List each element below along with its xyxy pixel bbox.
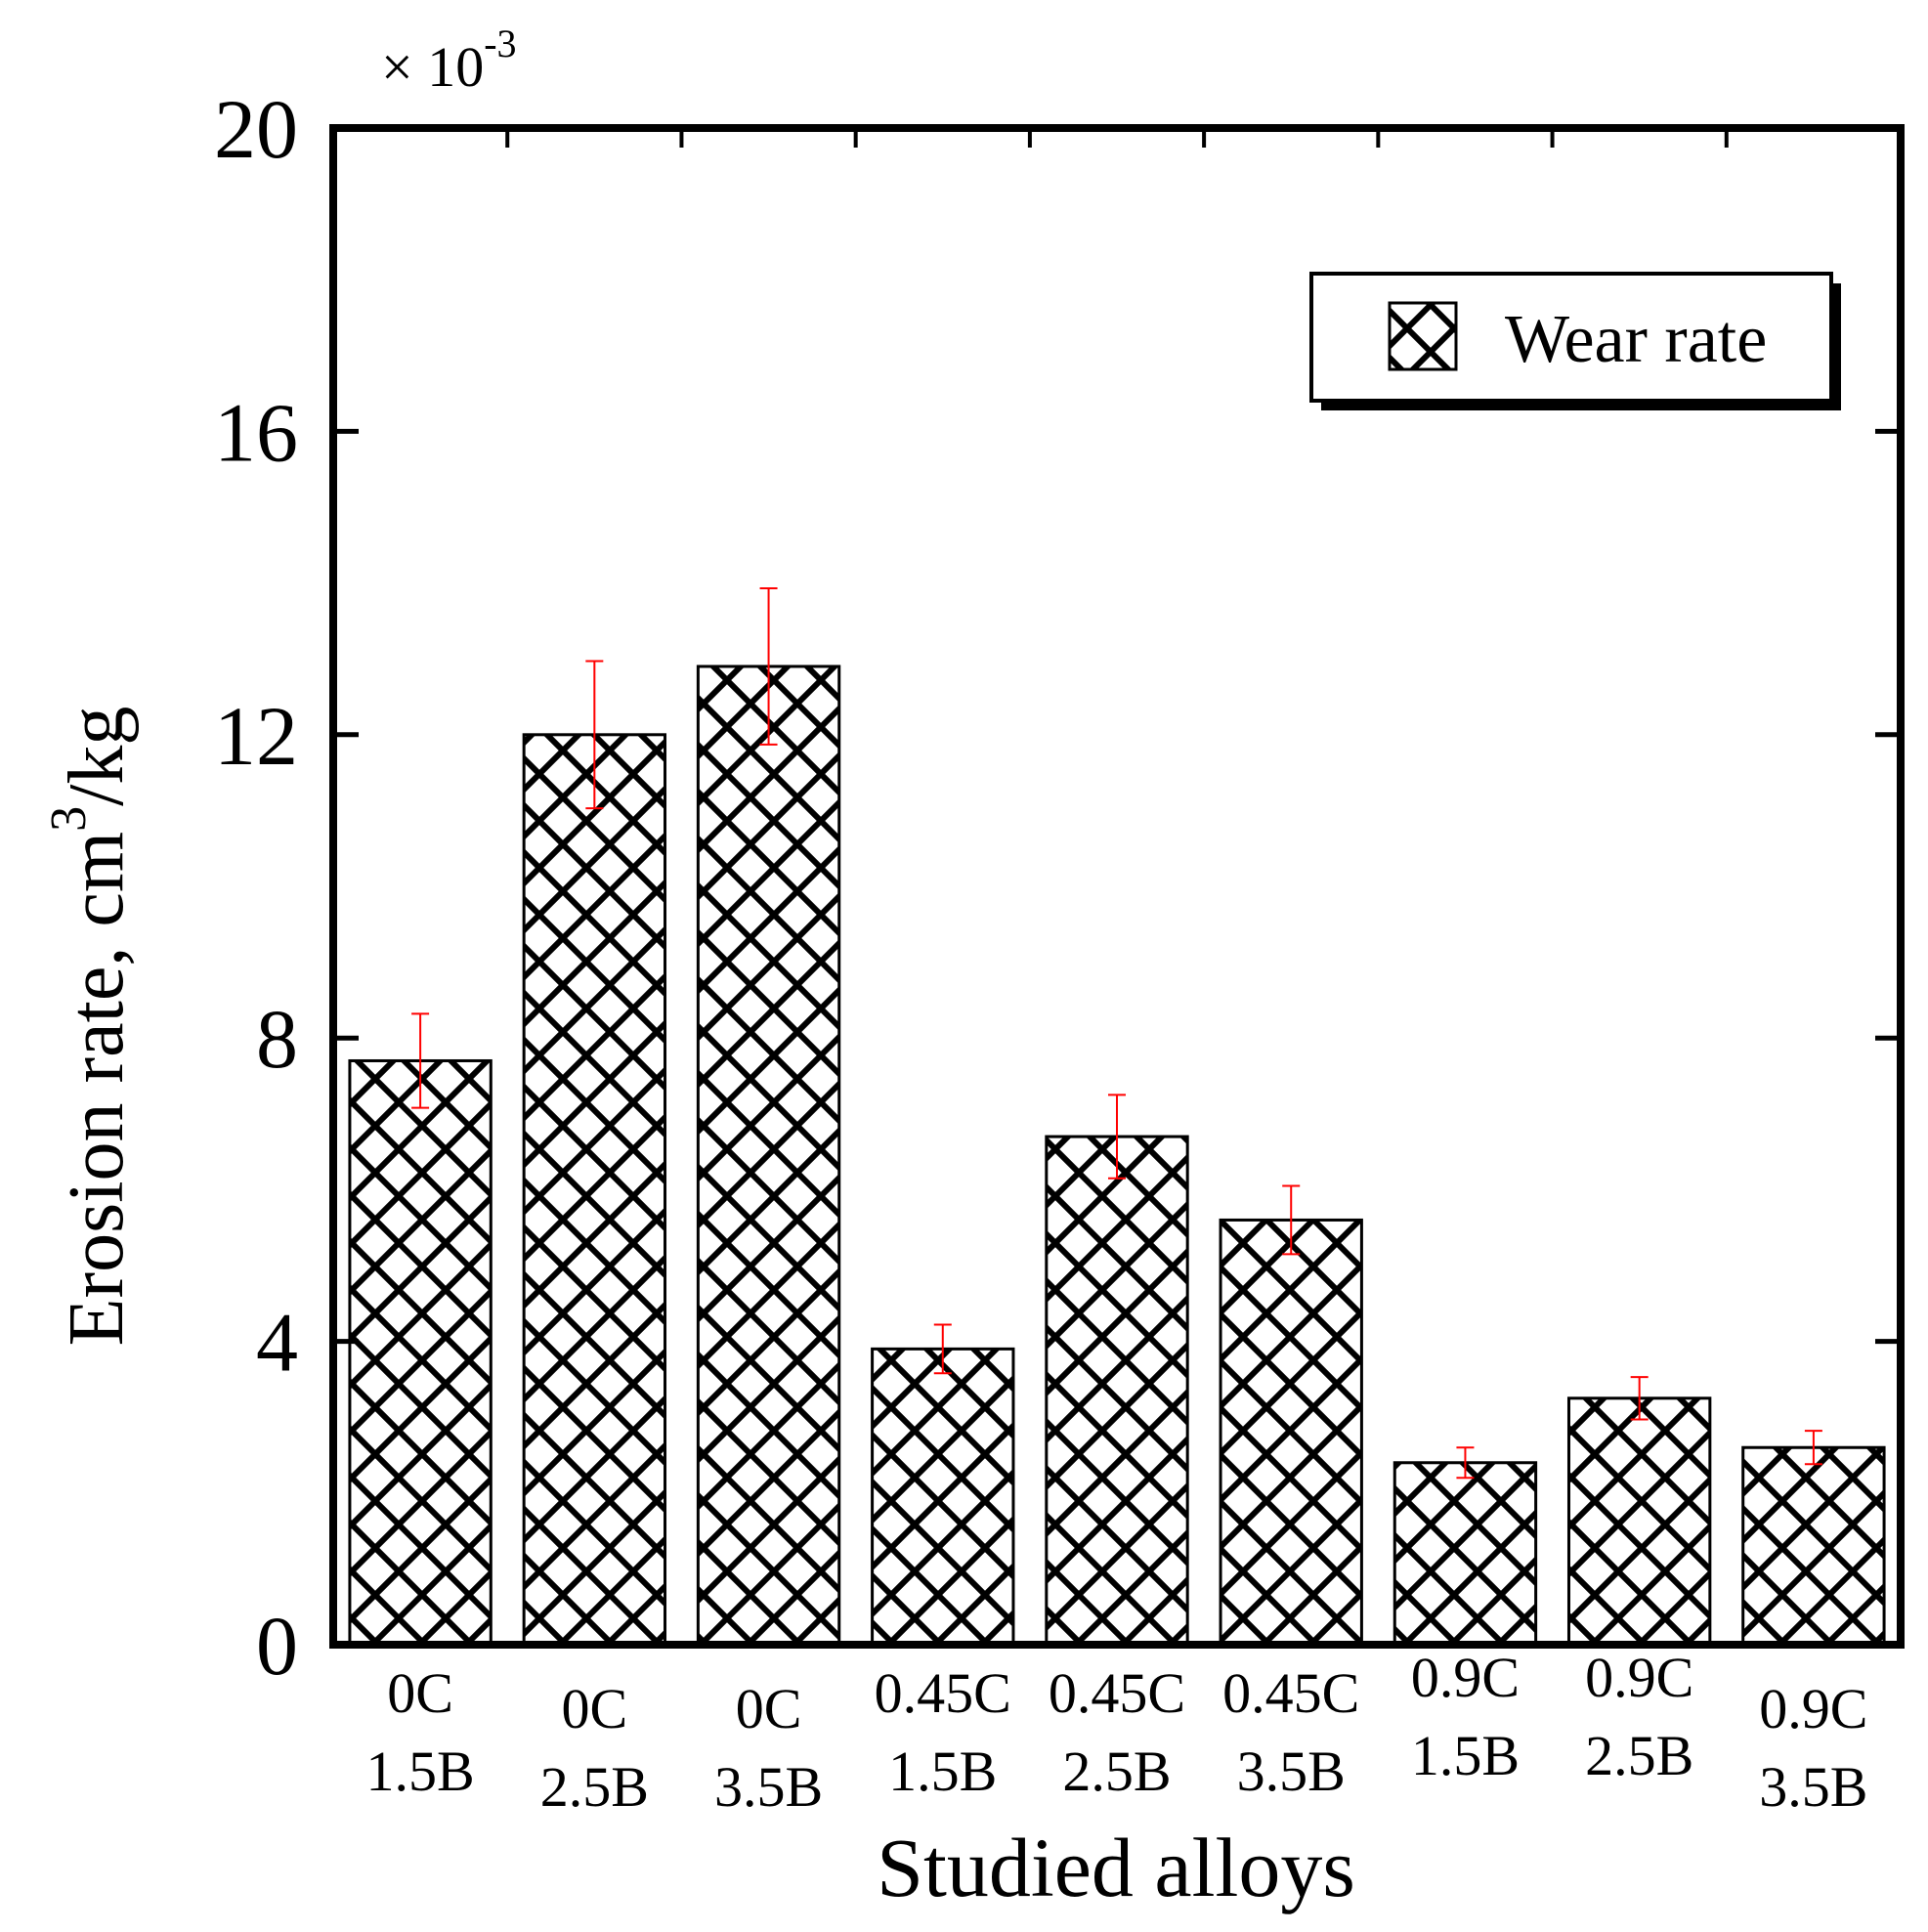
y-axis-label-end: /kg: [54, 707, 140, 806]
error-bars-layer: [411, 587, 1822, 1480]
x-tick-label-line1: 0C: [387, 1661, 453, 1725]
y-tick-label: 20: [214, 82, 298, 176]
x-tick-label-line2: 2.5B: [1585, 1724, 1693, 1787]
axes-layer: [329, 124, 1905, 1649]
x-tick-label-line1: 0C: [561, 1677, 627, 1740]
bar: [1392, 1461, 1538, 1647]
x-tick-label-line2: 3.5B: [1237, 1739, 1346, 1803]
x-tick-label-line2: 3.5B: [1759, 1755, 1867, 1819]
x-tick-label-line2: 1.5B: [1411, 1724, 1520, 1787]
scale-multiplier: × 10-3: [381, 21, 517, 99]
x-tick-label-line2: 1.5B: [366, 1739, 475, 1803]
y-tick-label: 8: [256, 992, 298, 1086]
bar: [348, 1058, 493, 1647]
legend-swatch: [1388, 301, 1458, 371]
y-axis-label-sup: 3: [41, 806, 97, 832]
y-tick-label: 12: [214, 689, 298, 783]
x-tick-label-line2: 3.5B: [714, 1755, 823, 1819]
scale-exponent: -3: [484, 21, 516, 65]
legend-label: Wear rate: [1505, 302, 1767, 377]
x-tick-label-line1: 0.9C: [1759, 1677, 1867, 1740]
y-tick-label: 16: [214, 385, 298, 479]
bar: [522, 733, 667, 1647]
x-tick-label-line1: 0.45C: [875, 1661, 1011, 1725]
bar: [1219, 1218, 1363, 1647]
x-tick-label-line1: 0.45C: [1049, 1661, 1185, 1725]
bar: [1566, 1396, 1712, 1647]
y-axis-label: Erosion rate, cm3/kg: [41, 707, 140, 1347]
x-tick-label-line2: 2.5B: [1062, 1739, 1171, 1803]
y-tick-label: 4: [256, 1296, 298, 1390]
x-tick-label-line1: 0.9C: [1585, 1646, 1693, 1709]
x-axis-label: Studied alloys: [877, 1821, 1355, 1914]
plot-frame: [329, 124, 1905, 1649]
y-axis-label-main: Erosion rate, cm: [54, 832, 140, 1346]
x-tick-labels: 0C 1.5B 0C 2.5B 0C 3.5B 0.45C 1.5B 0.45C 2.5B 0.45…: [366, 1646, 1868, 1819]
y-tick-label: 0: [256, 1599, 298, 1693]
x-tick-label-line2: 1.5B: [888, 1739, 997, 1803]
bar: [696, 665, 841, 1647]
x-tick-label-line1: 0.45C: [1222, 1661, 1359, 1725]
scale-prefix: × 10: [381, 35, 484, 99]
x-tick-label-line2: 2.5B: [540, 1755, 649, 1819]
bar: [1045, 1135, 1189, 1647]
legend: Wear rate: [1309, 272, 1841, 410]
y-tick-labels: 0 4 8 12 16 20: [214, 82, 298, 1693]
x-tick-label-line1: 0C: [736, 1677, 802, 1740]
bar: [871, 1347, 1015, 1647]
bar: [1741, 1445, 1886, 1647]
x-tick-label-line1: 0.9C: [1411, 1646, 1520, 1709]
